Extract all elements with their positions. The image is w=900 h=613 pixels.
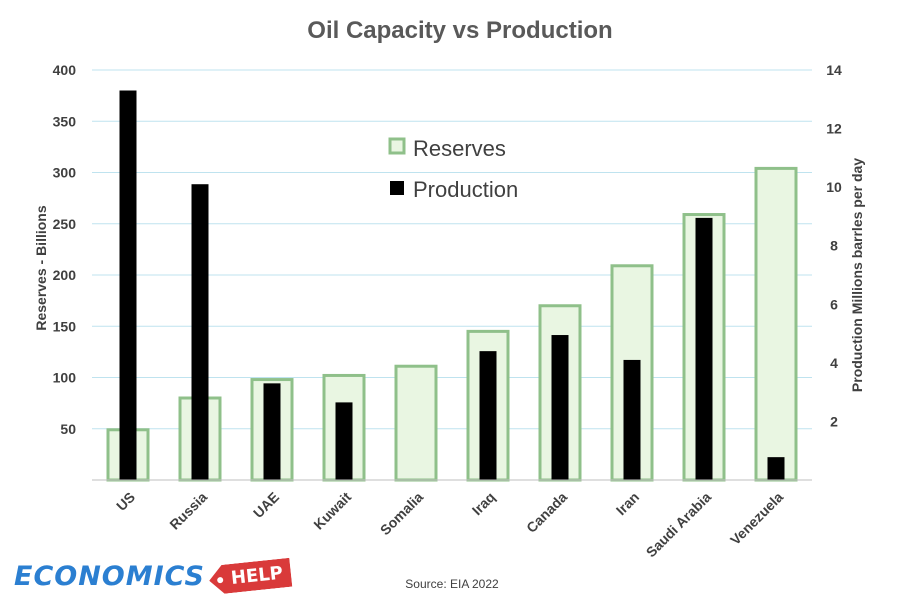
x-tick-label: Iraq (469, 489, 498, 518)
logo-wordmark: ECONOMICS (14, 560, 205, 592)
production-bar (767, 457, 785, 480)
x-tick-label: Somalia (377, 489, 426, 538)
y-left-tick-label: 400 (53, 62, 77, 78)
y-left-tick-label: 100 (53, 370, 77, 386)
production-bar (119, 90, 137, 480)
y-right-tick-label: 2 (830, 413, 838, 429)
y-left-label: Reserves - Billions (33, 205, 49, 330)
x-tick-label: Saudi Arabia (643, 489, 715, 561)
reserves-series (106, 166, 798, 482)
production-bar (263, 383, 281, 480)
production-bar (623, 359, 641, 480)
y-left-tick-label: 300 (53, 165, 77, 181)
logo-help-tag: HELP (208, 557, 293, 594)
y-right-tick-label: 14 (826, 62, 842, 78)
x-tick-label: Kuwait (310, 489, 354, 533)
source-note: Source: EIA 2022 (405, 577, 499, 591)
x-tick-label: Iran (613, 489, 642, 518)
y-right-tick-label: 8 (830, 238, 838, 254)
chart-title: Oil Capacity vs Production (307, 17, 612, 44)
legend-swatch-production (390, 181, 404, 195)
legend-swatch-reserves (388, 137, 406, 155)
economics-help-logo[interactable]: ECONOMICS HELP (14, 556, 291, 596)
y-left-tick-label: 150 (53, 318, 77, 334)
reserves-bar (754, 166, 798, 482)
x-tick-label: Canada (523, 489, 570, 536)
x-tick-label: Russia (166, 489, 210, 533)
y-right-tick-label: 6 (830, 296, 838, 312)
legend: Reserves Production (388, 136, 518, 202)
x-tick-label: Venezuela (727, 489, 786, 548)
reserves-bar (394, 364, 438, 482)
y-right-label: Production Millions barrles per day (849, 158, 865, 392)
production-bar (551, 335, 569, 480)
y-left-tick-label: 350 (53, 113, 77, 129)
y-right-tick-label: 10 (826, 179, 842, 195)
y-left-tick-label: 250 (53, 216, 77, 232)
y-right-tick-label: 4 (830, 355, 838, 371)
legend-label-production: Production (413, 177, 518, 202)
y-right-tick-label: 12 (826, 121, 842, 137)
production-bar (479, 351, 497, 480)
x-tick-label: US (113, 489, 138, 514)
production-bar (695, 217, 713, 480)
legend-label-reserves: Reserves (413, 136, 506, 161)
y-left-tick-label: 50 (60, 421, 76, 437)
production-bar (335, 402, 353, 480)
production-bar (191, 184, 209, 480)
x-tick-label: UAE (250, 489, 282, 521)
y-left-tick-label: 200 (53, 267, 77, 283)
production-series (119, 90, 785, 480)
gridlines (92, 69, 812, 430)
